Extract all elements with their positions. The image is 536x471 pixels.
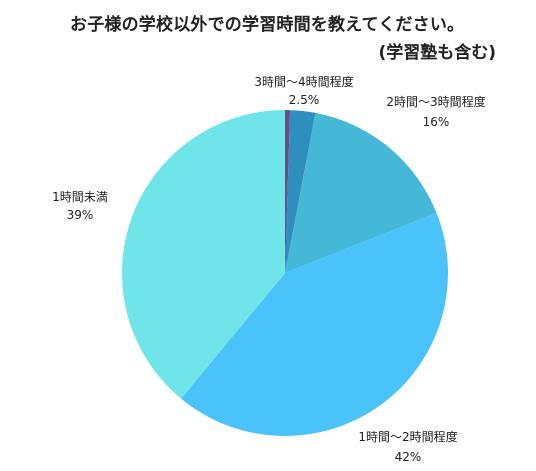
- slice-label-1-2h: 1時間〜2時間程度 42%: [358, 429, 457, 464]
- slice-label-lt-1h-value: 39%: [67, 208, 94, 222]
- pie-slice-4: [122, 110, 285, 399]
- slice-label-3-4h: 3時間〜4時間程度 2.5%: [254, 74, 353, 107]
- slice-label-lt-1h: 1時間未満 39%: [52, 190, 108, 222]
- chart-subtitle: (学習塾も含む): [378, 43, 496, 63]
- slice-label-1-2h-name: 1時間〜2時間程度: [358, 429, 457, 444]
- slice-label-lt-1h-name: 1時間未満: [52, 190, 108, 204]
- pie-slice-3: [181, 212, 448, 436]
- pie-slices: [122, 110, 448, 436]
- slice-label-2-3h-value: 16%: [423, 115, 450, 129]
- slice-label-3-4h-name: 3時間〜4時間程度: [254, 74, 353, 89]
- pie-slice-0: [285, 110, 291, 273]
- slice-label-1-2h-value: 42%: [395, 450, 422, 464]
- slice-label-2-3h-name: 2時間〜3時間程度: [386, 94, 485, 109]
- pie-slice-2: [285, 112, 437, 273]
- slice-label-2-3h: 2時間〜3時間程度 16%: [386, 94, 485, 129]
- pie-slice-1: [285, 110, 316, 273]
- chart-title: お子様の学校以外での学習時間を教えてください。: [70, 15, 465, 35]
- slice-label-3-4h-value: 2.5%: [289, 93, 320, 107]
